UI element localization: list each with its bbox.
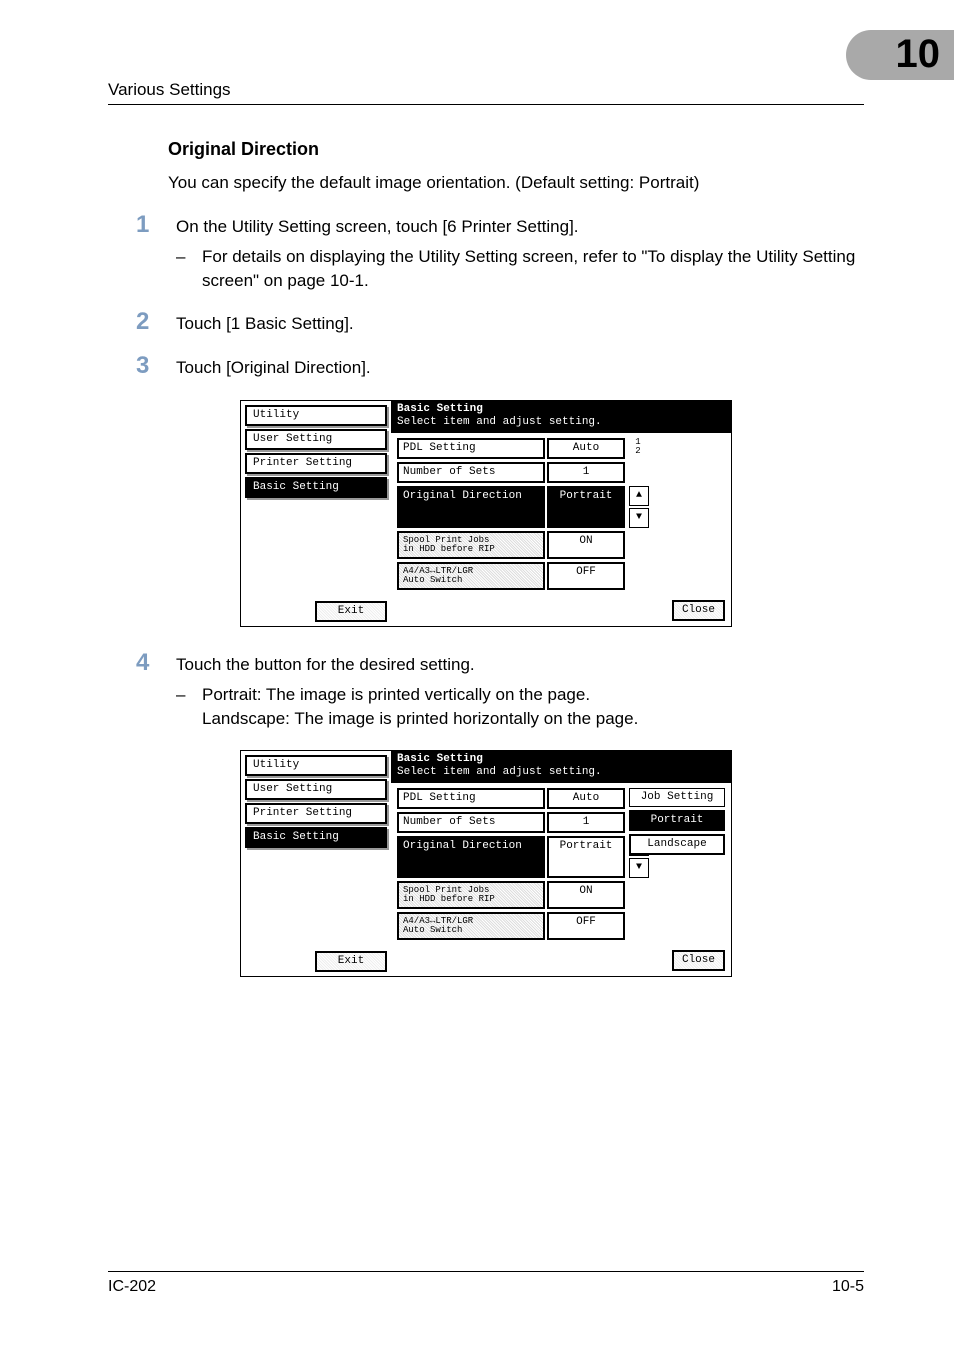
- section-title: Original Direction: [168, 139, 864, 160]
- lcd-basic-setting-button[interactable]: Basic Setting: [245, 827, 387, 848]
- steps-list-continued: 4 Touch the button for the desired setti…: [136, 653, 864, 730]
- lcd-left-column: Utility User Setting Printer Setting Bas…: [241, 751, 391, 976]
- lcd-option-column: Job Setting Portrait Landscape: [629, 788, 725, 858]
- lcd-subtitle: Select item and adjust setting.: [397, 767, 725, 778]
- page-footer: IC-202 10-5: [108, 1271, 864, 1296]
- lcd-left-column: Utility User Setting Printer Setting Bas…: [241, 401, 391, 626]
- step-2: 2 Touch [1 Basic Setting].: [136, 312, 864, 336]
- lcd-scroll-down-button[interactable]: ▼: [629, 858, 649, 878]
- lcd-exit-button[interactable]: Exit: [315, 951, 387, 972]
- lcd-a4-switch-value: OFF: [547, 562, 625, 590]
- lcd-screenshot-2: Utility User Setting Printer Setting Bas…: [240, 750, 732, 977]
- lcd-pdl-setting-value: Auto: [547, 788, 625, 809]
- step-4: 4 Touch the button for the desired setti…: [136, 653, 864, 730]
- lcd-utility-button[interactable]: Utility: [245, 405, 387, 426]
- lcd-scroll-up-button[interactable]: ▲: [629, 486, 649, 506]
- lcd-pdl-setting-value: Auto: [547, 438, 625, 459]
- lcd-option-portrait[interactable]: Portrait: [629, 810, 725, 831]
- lcd-title: Basic Setting: [397, 753, 483, 765]
- lcd-pdl-setting-button[interactable]: PDL Setting: [397, 788, 545, 809]
- lcd-job-setting-label: Job Setting: [629, 788, 725, 807]
- lcd-subtitle: Select item and adjust setting.: [397, 417, 725, 428]
- chapter-badge: 10: [804, 50, 864, 100]
- lcd-user-setting-button[interactable]: User Setting: [245, 429, 387, 450]
- step-3: 3 Touch [Original Direction].: [136, 356, 864, 380]
- step-text: Touch [1 Basic Setting].: [176, 312, 864, 336]
- lcd-printer-setting-button[interactable]: Printer Setting: [245, 453, 387, 474]
- step-text: On the Utility Setting screen, touch [6 …: [176, 215, 864, 239]
- lcd-number-of-sets-button[interactable]: Number of Sets: [397, 462, 545, 483]
- lcd-screenshot-1: Utility User Setting Printer Setting Bas…: [240, 400, 732, 627]
- lcd-spool-button[interactable]: Spool Print Jobs in HDD before RIP: [397, 881, 545, 909]
- lcd-number-of-sets-value: 1: [547, 462, 625, 483]
- step-1: 1 On the Utility Setting screen, touch […: [136, 215, 864, 292]
- lcd-a4-switch-button[interactable]: A4/A3↔LTR/LGR Auto Switch: [397, 912, 545, 940]
- running-head: Various Settings 10: [108, 50, 864, 105]
- lcd-page-indicator: 1 2: [629, 438, 647, 459]
- step-text: Touch [Original Direction].: [176, 356, 864, 380]
- lcd-original-direction-value: Portrait: [547, 836, 625, 878]
- lcd-original-direction-button[interactable]: Original Direction: [397, 836, 545, 878]
- lcd-body: PDL Setting Auto 1 2 Number of Sets 1 Or…: [391, 433, 731, 598]
- footer-right: 10-5: [832, 1278, 864, 1296]
- lcd-option-landscape[interactable]: Landscape: [629, 834, 725, 855]
- step-number: 3: [136, 352, 149, 380]
- step-text: Touch the button for the desired setting…: [176, 653, 864, 677]
- lcd-close-button[interactable]: Close: [672, 950, 725, 971]
- steps-list: 1 On the Utility Setting screen, touch […: [136, 215, 864, 380]
- footer-left: IC-202: [108, 1278, 156, 1296]
- step-sub: For details on displaying the Utility Se…: [176, 245, 864, 293]
- lcd-titlebar: Basic Setting Select item and adjust set…: [391, 751, 731, 783]
- lcd-body: PDL Setting Auto 1 2 Number of Sets 1 Or…: [391, 783, 731, 948]
- lcd-pdl-setting-button[interactable]: PDL Setting: [397, 438, 545, 459]
- lcd-titlebar: Basic Setting Select item and adjust set…: [391, 401, 731, 433]
- lcd-original-direction-button[interactable]: Original Direction: [397, 486, 545, 528]
- lcd-scroll-down-button[interactable]: ▼: [629, 508, 649, 528]
- lcd-utility-button[interactable]: Utility: [245, 755, 387, 776]
- step-sub: Portrait: The image is printed verticall…: [176, 683, 864, 731]
- lcd-spool-value: ON: [547, 881, 625, 909]
- step-number: 2: [136, 308, 149, 336]
- running-title: Various Settings: [108, 80, 231, 100]
- chapter-number: 10: [896, 32, 941, 77]
- lcd-close-button[interactable]: Close: [672, 600, 725, 621]
- lcd-basic-setting-button[interactable]: Basic Setting: [245, 477, 387, 498]
- lcd-spool-value: ON: [547, 531, 625, 559]
- step-number: 1: [136, 211, 149, 239]
- lcd-a4-switch-button[interactable]: A4/A3↔LTR/LGR Auto Switch: [397, 562, 545, 590]
- lcd-number-of-sets-button[interactable]: Number of Sets: [397, 812, 545, 833]
- lcd-spool-button[interactable]: Spool Print Jobs in HDD before RIP: [397, 531, 545, 559]
- lcd-a4-switch-value: OFF: [547, 912, 625, 940]
- lcd-user-setting-button[interactable]: User Setting: [245, 779, 387, 800]
- step-number: 4: [136, 649, 149, 677]
- lcd-original-direction-value: Portrait: [547, 486, 625, 528]
- lcd-number-of-sets-value: 1: [547, 812, 625, 833]
- section-intro: You can specify the default image orient…: [168, 172, 864, 195]
- lcd-printer-setting-button[interactable]: Printer Setting: [245, 803, 387, 824]
- lcd-title: Basic Setting: [397, 403, 483, 415]
- lcd-exit-button[interactable]: Exit: [315, 601, 387, 622]
